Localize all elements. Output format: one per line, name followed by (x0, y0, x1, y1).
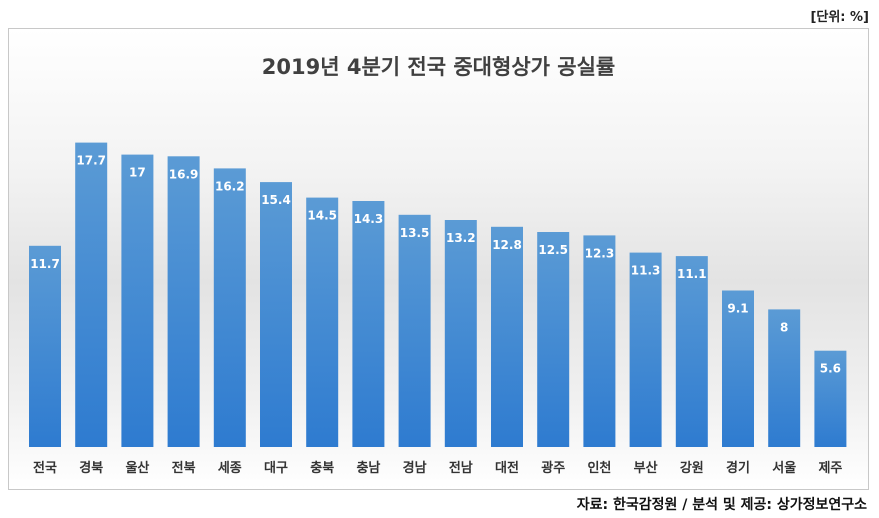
category-label: 대구 (264, 461, 288, 476)
bar-충북 (306, 197, 339, 447)
bar-경기 (722, 290, 754, 447)
bar-전남 (444, 220, 477, 447)
value-label: 13.5 (400, 226, 430, 240)
value-label: 11.3 (631, 264, 661, 278)
bar-울산 (121, 154, 154, 447)
bar-대구 (260, 182, 292, 447)
category-label: 세종 (218, 461, 242, 476)
category-label: 서울 (772, 460, 796, 476)
bar-경북 (75, 142, 108, 447)
value-label: 15.4 (261, 193, 291, 207)
category-label: 광주 (541, 461, 565, 476)
category-label: 전남 (449, 460, 473, 476)
bar-제주 (814, 350, 847, 447)
value-label: 11.1 (677, 267, 707, 281)
bar-전국 (29, 245, 61, 447)
category-label: 강원 (680, 460, 704, 476)
category-label: 부산 (634, 460, 658, 476)
bar-인천 (583, 235, 616, 447)
category-label: 제주 (818, 461, 842, 476)
value-label: 11.7 (30, 257, 60, 271)
value-label: 17 (129, 166, 146, 180)
category-label: 충남 (356, 460, 380, 476)
value-label: 14.5 (307, 209, 337, 223)
source-label: 자료: 한국감정원 / 분석 및 제공: 상가정보연구소 (576, 497, 867, 513)
category-label: 울산 (125, 460, 149, 476)
value-label: 12.5 (538, 243, 568, 257)
category-label: 경기 (726, 460, 750, 476)
bar-세종 (213, 168, 246, 447)
category-label: 충북 (310, 460, 334, 476)
bar-경남 (398, 214, 431, 447)
bar-광주 (537, 232, 570, 447)
bar-충남 (352, 201, 385, 447)
unit-label: [단위: %] (810, 10, 869, 25)
bars-group (29, 142, 847, 448)
value-label: 14.3 (354, 212, 384, 226)
value-label: 9.1 (727, 302, 748, 316)
value-label: 13.2 (446, 231, 476, 245)
category-label: 경북 (79, 460, 103, 476)
bar-대전 (491, 226, 523, 447)
category-label: 전북 (172, 460, 196, 476)
category-label: 전국 (33, 460, 57, 476)
value-label: 16.9 (169, 167, 199, 181)
category-label: 경남 (403, 460, 427, 476)
bar-강원 (675, 256, 708, 447)
value-label: 8 (780, 320, 788, 334)
value-label: 12.8 (492, 238, 522, 252)
bar-chart: 11.7 전국 17.7 경북 17 울산 16.9 전북 16.2 세종 15.4 대구 14.5 충북… (29, 142, 847, 476)
value-label: 12.3 (585, 246, 615, 260)
category-label: 대전 (495, 460, 519, 476)
category-label: 인천 (587, 460, 611, 476)
bar-서울 (768, 309, 801, 447)
chart-title: 2019년 4분기 전국 중대형상가 공실률 (261, 55, 616, 79)
value-label: 17.7 (76, 154, 106, 168)
value-label: 16.2 (215, 179, 245, 193)
bar-전북 (167, 156, 200, 448)
chart-frame: 2019년 4분기 전국 중대형상가 공실률 11.7 전국 17.7 경북 17 울산 1… (8, 28, 869, 490)
labels-group: 11.7 전국 17.7 경북 17 울산 16.9 전북 16.2 세종 15.4 대구 14.5 충북… (30, 154, 842, 476)
bar-부산 (629, 252, 662, 447)
value-label: 5.6 (820, 362, 841, 376)
